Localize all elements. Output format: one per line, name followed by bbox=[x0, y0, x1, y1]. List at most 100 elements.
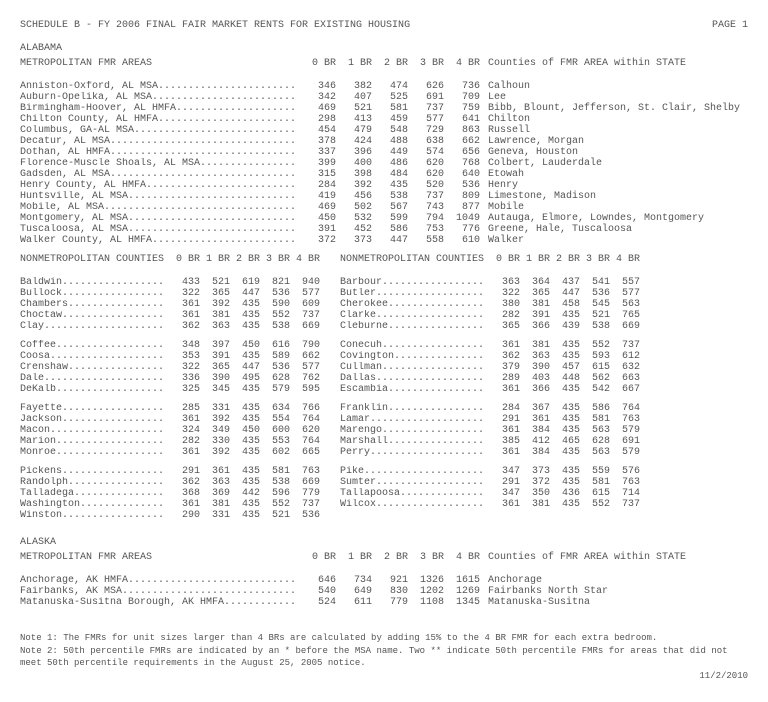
fmr-val: 447 bbox=[372, 235, 408, 246]
county-name: DeKalb.................. bbox=[20, 384, 170, 395]
fmr-val: 521 bbox=[260, 510, 290, 521]
fmr-val: 392 bbox=[336, 180, 372, 191]
fmr-val: 349 bbox=[200, 425, 230, 436]
fmr-val: 552 bbox=[580, 340, 610, 351]
fmr-val: 536 bbox=[580, 288, 610, 299]
county-name: Marion.................. bbox=[20, 436, 170, 447]
fmr-val: 940 bbox=[290, 277, 320, 288]
fmr-val: 384 bbox=[520, 447, 550, 458]
ak-metro-rows: Anchorage, AK HMFA......................… bbox=[20, 575, 748, 608]
area-name: Florence-Muscle Shoals, AL MSA..........… bbox=[20, 158, 300, 169]
county-row: Marshall................385412465628691 bbox=[340, 436, 640, 447]
fmr-val: 520 bbox=[408, 180, 444, 191]
county-name: Choctaw................. bbox=[20, 310, 170, 321]
fmr-val: 545 bbox=[580, 299, 610, 310]
county-row: Cleburne................365366439538669 bbox=[340, 321, 640, 332]
nonmetro-left: Baldwin.................433521619821940B… bbox=[20, 277, 320, 529]
counties: Greene, Hale, Tuscaloosa bbox=[488, 224, 632, 235]
county-row: Covington...............362363435593612 bbox=[340, 351, 640, 362]
county-row: Cullman.................379390457615632 bbox=[340, 362, 640, 373]
fmr-val: 450 bbox=[230, 340, 260, 351]
fmr-val: 1108 bbox=[408, 597, 444, 608]
area-name: Walker County, AL HMFA..................… bbox=[20, 235, 300, 246]
fmr-val: 381 bbox=[520, 299, 550, 310]
fmr-val: 392 bbox=[200, 299, 230, 310]
county-row: Butler..................322365447536577 bbox=[340, 288, 640, 299]
fmr-val: 669 bbox=[290, 477, 320, 488]
fmr-val: 361 bbox=[490, 425, 520, 436]
fmr-val: 620 bbox=[408, 158, 444, 169]
county-row: DeKalb..................325345435579595 bbox=[20, 384, 320, 395]
notes: Note 1: The FMRs for unit sizes larger t… bbox=[20, 632, 748, 682]
fmr-val: 345 bbox=[200, 384, 230, 395]
fmr-val: 322 bbox=[170, 362, 200, 373]
fmr-val: 619 bbox=[230, 277, 260, 288]
fmr-val: 361 bbox=[490, 499, 520, 510]
counties: Russell bbox=[488, 125, 530, 136]
counties: Henry bbox=[488, 180, 518, 191]
fmr-val: 600 bbox=[260, 425, 290, 436]
counties: Colbert, Lauderdale bbox=[488, 158, 602, 169]
fmr-val: 495 bbox=[230, 373, 260, 384]
county-row: Bullock.................322365447536577 bbox=[20, 288, 320, 299]
counties: Fairbanks North Star bbox=[488, 586, 608, 597]
fmr-val: 382 bbox=[336, 81, 372, 92]
fmr-val: 552 bbox=[260, 310, 290, 321]
fmr-val: 863 bbox=[444, 125, 480, 136]
fmr-val: 602 bbox=[260, 447, 290, 458]
counties: Mobile bbox=[488, 202, 524, 213]
county-row: Washington..............361381435552737 bbox=[20, 499, 320, 510]
fmr-val: 628 bbox=[260, 373, 290, 384]
nonmetro-right: Barbour.................363364437541557B… bbox=[340, 277, 640, 518]
fmr-val: 536 bbox=[290, 510, 320, 521]
fmr-val: 384 bbox=[520, 425, 550, 436]
counties: Geneva, Houston bbox=[488, 147, 578, 158]
fmr-val: 322 bbox=[490, 288, 520, 299]
fmr-val: 563 bbox=[580, 425, 610, 436]
fmr-val: 435 bbox=[230, 499, 260, 510]
fmr-val: 381 bbox=[520, 340, 550, 351]
county-name: Pickens................. bbox=[20, 466, 170, 477]
fmr-val: 595 bbox=[290, 384, 320, 395]
fmr-val: 620 bbox=[290, 425, 320, 436]
fmr-val: 381 bbox=[200, 310, 230, 321]
county-row: Cherokee................380381458545563 bbox=[340, 299, 640, 310]
fmr-val: 449 bbox=[372, 147, 408, 158]
fmr-val: 541 bbox=[580, 277, 610, 288]
fmr-val: 590 bbox=[260, 299, 290, 310]
fmr-val: 641 bbox=[444, 114, 480, 125]
county-name: Cherokee................ bbox=[340, 299, 490, 310]
fmr-val: 737 bbox=[610, 340, 640, 351]
fmr-val: 347 bbox=[490, 488, 520, 499]
fmr-val: 763 bbox=[610, 477, 640, 488]
county-name: Barbour................. bbox=[340, 277, 490, 288]
fmr-val: 1615 bbox=[444, 575, 480, 586]
county-row: Choctaw.................361381435552737 bbox=[20, 310, 320, 321]
fmr-val: 325 bbox=[170, 384, 200, 395]
area-name: Anchorage, AK HMFA......................… bbox=[20, 575, 300, 586]
fmr-val: 361 bbox=[200, 466, 230, 477]
county-name: Butler.................. bbox=[340, 288, 490, 299]
fmr-val: 634 bbox=[260, 403, 290, 414]
fmr-val: 392 bbox=[200, 414, 230, 425]
fmr-val: 877 bbox=[444, 202, 480, 213]
fmr-val: 737 bbox=[408, 103, 444, 114]
county-row: Baldwin.................433521619821940 bbox=[20, 277, 320, 288]
fmr-val: 615 bbox=[580, 488, 610, 499]
area-name: Dothan, AL HMFA.........................… bbox=[20, 147, 300, 158]
fmr-val: 450 bbox=[300, 213, 336, 224]
fmr-val: 337 bbox=[300, 147, 336, 158]
fmr-val: 563 bbox=[610, 299, 640, 310]
counties: Bibb, Blount, Jefferson, St. Clair, Shel… bbox=[488, 103, 740, 114]
fmr-val: 586 bbox=[580, 403, 610, 414]
fmr-val: 764 bbox=[610, 403, 640, 414]
fmr-val: 361 bbox=[170, 414, 200, 425]
fmr-val: 469 bbox=[300, 103, 336, 114]
county-row: Jackson.................361392435554764 bbox=[20, 414, 320, 425]
fmr-val: 581 bbox=[580, 477, 610, 488]
fmr-val: 336 bbox=[170, 373, 200, 384]
fmr-val: 284 bbox=[300, 180, 336, 191]
county-row: Clarke..................282391435521765 bbox=[340, 310, 640, 321]
fmr-val: 322 bbox=[170, 288, 200, 299]
area-name: Columbus, GA-AL MSA.....................… bbox=[20, 125, 300, 136]
